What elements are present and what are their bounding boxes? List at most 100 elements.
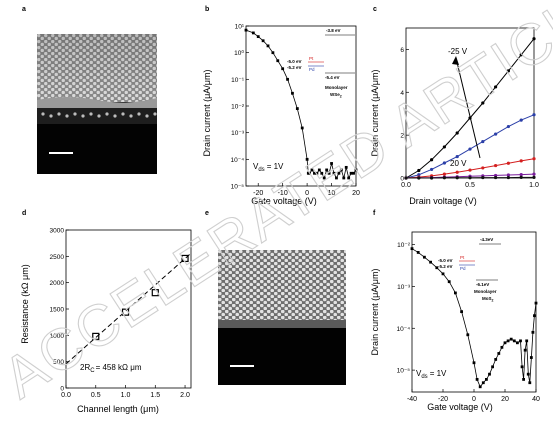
d-y-tick-label: 500	[53, 359, 64, 366]
pd-label-f: Pd	[460, 266, 466, 271]
b-data-point	[318, 169, 321, 172]
c-data-point	[494, 85, 497, 88]
gate-label-top-c: -25 V	[448, 47, 468, 56]
c-y-tick-label: 6	[400, 47, 404, 54]
c-data-point	[456, 131, 459, 134]
f-y-tick-label: 10⁻²	[397, 242, 411, 249]
y-axis-label-d: Resistance (kΩ μm)	[20, 264, 30, 343]
chart-d: 0.0 0.5 1.0 1.5 2.0050010001500200025003000 …	[18, 222, 198, 417]
f-data-point	[530, 356, 533, 359]
d-data-point	[123, 309, 129, 315]
panel-letter-d: d	[22, 210, 26, 217]
c-data-point	[456, 176, 459, 179]
f-y-tick-label: 10⁻³	[397, 284, 411, 291]
c-data-point	[417, 176, 420, 179]
b-data-point	[320, 172, 323, 175]
b-data-point	[286, 78, 289, 81]
c-data-point	[468, 168, 471, 171]
c-data-point	[494, 176, 497, 179]
b-x-tick-label: 20	[352, 190, 360, 197]
d-data-point	[93, 333, 99, 339]
f-data-point	[485, 378, 488, 381]
f-data-point	[411, 247, 414, 250]
b-data-point	[311, 169, 314, 172]
b-data-point	[323, 177, 326, 180]
c-data-point	[507, 162, 510, 165]
f-y-tick-label: 10⁻⁵	[397, 368, 411, 375]
c-y-tick-label: 4	[400, 90, 404, 97]
b-data-point	[352, 172, 355, 175]
f-data-point	[479, 385, 482, 388]
b-y-tick-label: 10⁻³	[231, 130, 245, 137]
f-x-tick-label: -40	[407, 396, 417, 403]
f-data-point	[522, 378, 525, 381]
x-axis-label-d: Channel length (μm)	[77, 404, 159, 414]
pt-level-b: -5.0 eV	[287, 59, 302, 64]
b-plot-frame	[246, 26, 356, 186]
b-data-point	[350, 172, 353, 175]
c-x-tick-label: 0.5	[465, 182, 475, 189]
c-data-point	[481, 140, 484, 143]
f-data-point	[521, 365, 524, 368]
d-data-point	[152, 290, 158, 296]
f-data-point	[507, 339, 510, 342]
cb-level-b: -3.8 eV	[326, 28, 341, 33]
f-data-point	[525, 339, 528, 342]
f-x-tick-label: 20	[501, 396, 509, 403]
b-data-point	[308, 172, 311, 175]
f-data-point	[516, 341, 519, 344]
f-data-point	[476, 378, 479, 381]
b-data-point	[301, 127, 304, 130]
b-data-point	[252, 32, 255, 35]
arrowhead-c	[452, 56, 459, 65]
f-data-point	[513, 339, 516, 342]
b-y-tick-label: 10⁻¹	[231, 77, 245, 84]
panel-letter-a: a	[22, 6, 26, 13]
f-data-point	[488, 373, 491, 376]
contact-resistance-label-d: 2RC= 458 kΩ μm	[80, 363, 142, 374]
band-diagram-f: -4.3eV -5.0 eV Pt -5.2 eV Pd -6.1eV Mono…	[438, 237, 501, 303]
b-data-point	[245, 29, 248, 32]
b-y-tick-label: 10⁰	[234, 49, 244, 57]
f-data-point	[448, 280, 451, 283]
c-data-point	[532, 37, 535, 40]
f-data-point	[491, 365, 494, 368]
b-data-point	[306, 158, 309, 161]
f-data-point	[532, 331, 535, 334]
panel-letter-c: c	[373, 6, 377, 13]
vds-label-b: Vds = 1V	[253, 162, 284, 173]
b-series-line	[246, 30, 356, 178]
c-data-point	[520, 176, 523, 179]
b-data-point	[345, 166, 348, 169]
c-data-point	[443, 161, 446, 164]
c-data-point	[430, 158, 433, 161]
c-data-point	[456, 155, 459, 158]
f-data-point	[417, 251, 420, 254]
b-data-point	[330, 162, 333, 165]
c-data-point	[481, 101, 484, 104]
c-data-point	[481, 166, 484, 169]
d-y-tick-label: 2000	[50, 280, 65, 287]
f-plot-frame	[412, 232, 536, 392]
f-data-point	[519, 339, 522, 342]
b-y-tick-label: 10⁻⁴	[231, 157, 245, 164]
vb-level-f: -6.1eV	[476, 282, 489, 287]
c-data-point	[481, 176, 484, 179]
pt-label-f: Pt	[460, 255, 465, 260]
material-b-line2: WSe2	[330, 92, 342, 99]
panel-letter-e: e	[205, 210, 209, 217]
c-y-tick-label: 2	[400, 133, 404, 140]
b-data-point	[262, 39, 265, 42]
b-data-point	[335, 177, 338, 180]
c-data-point	[532, 173, 535, 176]
f-data-point	[473, 361, 476, 364]
panel-letter-b: b	[205, 6, 209, 13]
f-data-point	[528, 381, 531, 384]
chart-f: -40 -20 0 20 40 10⁻⁵ 10⁻⁴ 10⁻³ 10⁻² Drain curren…	[368, 222, 546, 417]
b-data-point	[340, 169, 343, 172]
cb-level-f: -4.3eV	[480, 237, 493, 242]
d-x-tick-label: 2.0	[180, 392, 190, 399]
c-data-point	[430, 168, 433, 171]
f-x-tick-label: 40	[532, 396, 540, 403]
x-axis-label-b: Gate voltage (V)	[251, 196, 317, 206]
